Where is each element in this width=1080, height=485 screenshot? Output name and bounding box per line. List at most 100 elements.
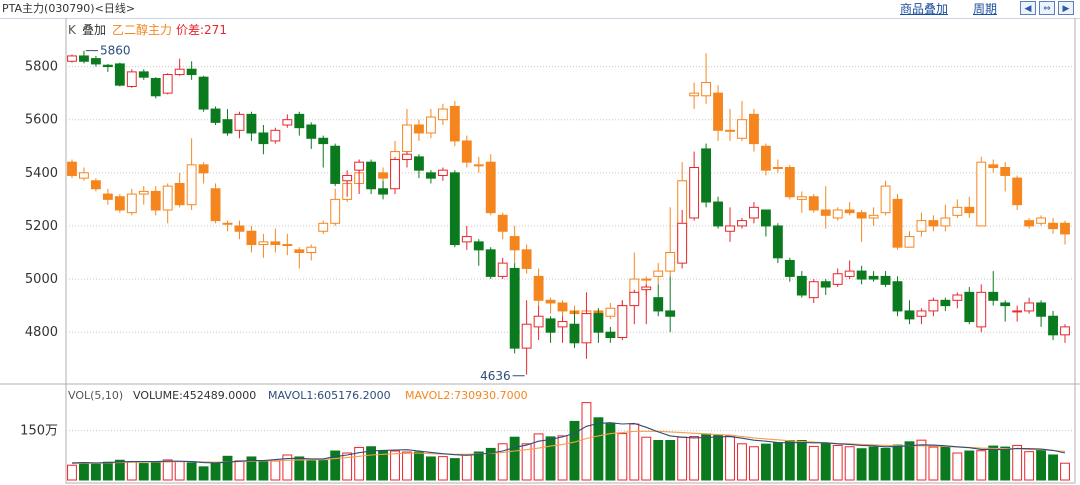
overlay-button[interactable]: 商品叠加: [900, 2, 949, 16]
main-candle-body: [102, 64, 113, 68]
main-candle-body: [988, 291, 999, 301]
main-candle-body: [330, 145, 341, 184]
volume-bar: [497, 443, 508, 481]
annotation-high-label: 5860: [100, 44, 131, 58]
volume-bar: [952, 452, 963, 481]
overlay-candle-body: [1000, 167, 1011, 176]
volume-legend-volume: VOLUME:452489.0000: [133, 389, 256, 402]
volume-bar: [222, 455, 233, 481]
main-candle-body: [832, 273, 843, 285]
mavol2-line: [71, 430, 1066, 465]
overlay-candle-body: [832, 209, 843, 219]
main-candle-body: [425, 172, 436, 179]
main-candle-body: [964, 291, 975, 323]
arrow-left-icon[interactable]: ◀: [1020, 1, 1036, 15]
overlay-candle-body: [138, 190, 149, 195]
volume-bar: [569, 420, 580, 481]
overlay-candle-body: [425, 116, 436, 134]
overlay-candle-body: [198, 164, 209, 174]
main-candle-body: [354, 161, 365, 171]
main-candle-body: [473, 241, 484, 251]
volume-bar: [294, 456, 305, 481]
overlay-candle-body: [461, 140, 472, 163]
mavol1-line: [71, 422, 1066, 464]
main-candle-body: [904, 310, 915, 320]
annotation-low-label: 4636: [480, 369, 511, 383]
main-candle-body: [629, 291, 640, 307]
overlay-candle-body: [282, 244, 293, 247]
volume-bar: [402, 451, 412, 481]
overlay-candle-body: [210, 188, 221, 222]
overlay-candle-body: [437, 108, 448, 121]
volume-bar: [150, 461, 161, 481]
overlay-candle-body: [258, 241, 269, 246]
main-candle-body: [725, 225, 735, 232]
main-candle-body: [605, 331, 616, 338]
volume-bar: [593, 417, 604, 481]
volume-bar: [796, 440, 807, 481]
overlay-candle-body: [904, 236, 915, 248]
overlay-candle-body: [509, 236, 520, 251]
volume-bar: [988, 445, 999, 481]
price-tick-label: 4800: [25, 325, 58, 340]
main-candle-body: [533, 315, 544, 328]
volume-bar: [354, 446, 365, 481]
main-candle-body: [138, 71, 149, 78]
volume-bar: [737, 443, 747, 481]
period-button[interactable]: 周期: [973, 2, 998, 16]
volume-bar: [940, 446, 951, 481]
main-candle-body: [976, 291, 987, 328]
main-candle-body: [1060, 326, 1070, 336]
volume-legend-mavol2: MAVOL2:730930.7000: [405, 389, 528, 402]
main-candle-body: [677, 222, 688, 264]
fit-icon[interactable]: ⇔: [1039, 1, 1055, 15]
volume-bar: [485, 447, 496, 481]
arrow-right-icon[interactable]: ▶: [1058, 1, 1074, 15]
main-candle-body: [186, 68, 197, 76]
volume-bar: [437, 456, 448, 481]
volume-bar: [186, 462, 197, 481]
overlay-candle-body: [557, 302, 568, 312]
main-candle-body: [916, 310, 927, 317]
volume-bar: [964, 450, 975, 481]
volume-bar: [976, 450, 987, 481]
overlay-candle-body: [79, 172, 89, 179]
main-candle-body: [306, 124, 317, 139]
overlay-candle-body: [246, 230, 257, 246]
overlay-candle-body: [414, 124, 424, 134]
volume-bar: [1060, 462, 1070, 481]
volume-bar: [126, 461, 137, 481]
overlay-candle-body: [844, 209, 855, 214]
main-candle-body: [808, 281, 819, 299]
overlay-candle-body: [952, 206, 963, 216]
overlay-candle-body: [449, 105, 460, 142]
overlay-candle-body: [689, 92, 700, 97]
volume-bar: [689, 436, 700, 481]
legend-overlay-series: 乙二醇主力: [112, 22, 172, 37]
volume-bar: [808, 445, 819, 481]
main-candle-body: [1000, 302, 1011, 307]
overlay-candle-body: [294, 249, 305, 253]
volume-bar: [677, 436, 688, 481]
volume-bar: [390, 450, 400, 481]
main-candle-body: [892, 281, 903, 312]
volume-bar: [928, 446, 939, 481]
volume-bar: [916, 439, 927, 481]
overlay-candle-body: [485, 161, 496, 214]
overlay-candle-body: [796, 196, 807, 200]
volume-bar: [1048, 454, 1058, 481]
main-candle-body: [497, 262, 508, 277]
volume-bar: [1000, 446, 1011, 481]
main-candle-body: [67, 55, 77, 62]
main-candle-body: [928, 299, 939, 312]
overlay-candle-body: [1048, 222, 1058, 230]
overlay-candle-body: [330, 198, 341, 224]
overlay-candle-body: [641, 278, 652, 281]
volume-bar: [366, 446, 377, 481]
main-candle-body: [557, 321, 568, 328]
volume-bar: [1024, 451, 1035, 481]
main-candle-body: [653, 297, 664, 312]
overlay-candle-body: [521, 249, 532, 269]
price-tick-label: 5000: [25, 272, 58, 287]
overlay-candle-body: [940, 217, 951, 227]
